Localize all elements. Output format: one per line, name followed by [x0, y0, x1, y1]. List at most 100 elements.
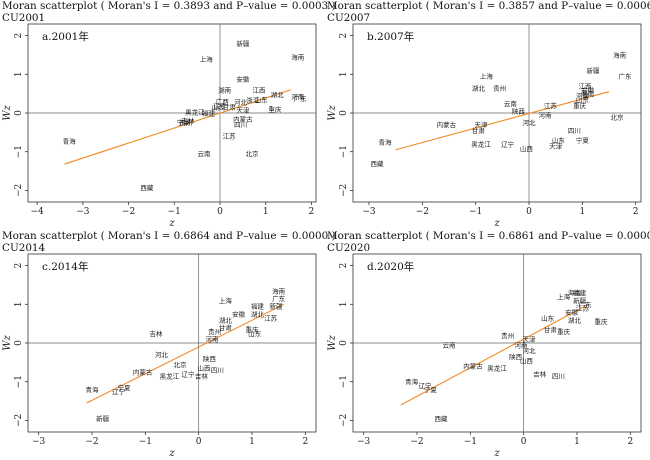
point-label: 重庆 [595, 317, 609, 326]
point-label: 湖北 [472, 83, 486, 92]
x-tick-label: −2 [85, 437, 98, 447]
regression-line [86, 303, 285, 404]
x-tick-label: 1 [579, 207, 585, 217]
point-label: 山西 [520, 356, 534, 365]
chart-subtitle: CU2014 [2, 242, 46, 254]
point-label: 重庆 [246, 325, 260, 334]
point-label: 贵州 [179, 118, 192, 127]
point-label: 湖南 [581, 89, 595, 98]
x-tick-label: −1 [464, 437, 477, 447]
point-label: 新疆 [587, 66, 601, 75]
chart-subtitle: CU2007 [327, 12, 371, 24]
x-tick-label: 0 [217, 207, 223, 217]
point-label: 安徽 [565, 308, 579, 317]
point-label: 吉林 [150, 329, 164, 338]
point-label: 西藏 [435, 414, 449, 423]
y-tick-label: 2 [339, 33, 349, 39]
point-label: 甘肃 [219, 323, 233, 332]
y-tick-label: −1 [14, 145, 24, 158]
panel-c: Moran scatterplot ( Moran's I = 0.6864 a… [0, 230, 336, 460]
point-label: 山东 [248, 329, 262, 338]
x-axis-label: z [493, 218, 500, 229]
chart-title: Moran scatterplot ( Moran's I = 0.6861 a… [327, 230, 650, 242]
y-tick-label: 0 [14, 340, 24, 346]
chart-title: Moran scatterplot ( Moran's I = 0.3857 a… [327, 0, 650, 12]
point-label: 河北 [234, 99, 248, 107]
point-label: 云南 [504, 99, 518, 108]
point-label: 内蒙古 [437, 120, 457, 129]
point-label: 四川 [568, 127, 581, 135]
point-label: 甘肃 [472, 126, 486, 135]
x-tick-label: −3 [76, 207, 90, 217]
y-tick-label: −1 [339, 145, 349, 158]
panel-b: Moran scatterplot ( Moran's I = 0.3857 a… [325, 0, 650, 230]
x-tick-label: 0 [526, 207, 532, 217]
x-tick-label: −2 [416, 207, 429, 217]
point-label: 新疆 [236, 39, 250, 48]
point-label: 广东 [294, 94, 308, 103]
panel-label: c.2014年 [42, 260, 88, 273]
point-label: 北京 [246, 149, 260, 158]
point-label: 重庆 [557, 327, 571, 336]
point-label: 上海 [219, 296, 233, 305]
point-label: 海南 [272, 286, 286, 295]
panel-label: b.2007年 [367, 30, 414, 43]
y-tick-label: −2 [14, 414, 24, 427]
point-label: 河南 [515, 340, 529, 349]
point-label: 西藏 [371, 159, 385, 168]
x-tick-label: −3 [357, 437, 371, 447]
y-tick-label: −2 [339, 414, 349, 427]
point-label: 陕西 [203, 354, 217, 363]
point-label: 天津 [475, 121, 489, 129]
point-label: 河南 [576, 91, 590, 100]
point-label: 江苏 [264, 313, 278, 322]
point-label: 黑龙江 [471, 139, 491, 148]
x-tick-label: 1 [574, 437, 580, 447]
point-label: 云南 [443, 340, 457, 349]
point-label: 湖南 [218, 85, 232, 94]
y-tick-label: 2 [339, 263, 349, 269]
x-tick-label: −1 [139, 437, 152, 447]
point-label: 北京 [611, 112, 625, 121]
point-label: 辽宁 [501, 139, 515, 148]
x-tick-label: −3 [362, 207, 376, 217]
point-label: 上海 [200, 54, 214, 63]
point-label: 河北 [523, 119, 537, 127]
x-axis-label: z [493, 448, 500, 459]
point-label: 辽宁 [182, 369, 196, 378]
point-label: 江西 [579, 82, 593, 90]
point-label: 新疆 [573, 296, 587, 305]
point-label: 贵州 [493, 83, 506, 92]
point-label: 黑龙江 [487, 364, 507, 373]
y-tick-label: 0 [14, 110, 24, 116]
y-tick-label: −2 [339, 184, 349, 197]
point-label: 内蒙古 [463, 362, 483, 371]
point-label: 上海 [480, 72, 494, 81]
point-label: 内蒙古 [233, 114, 253, 123]
chart-title: Moran scatterplot ( Moran's I = 0.6864 a… [2, 230, 336, 242]
panel-label: d.2020年 [367, 260, 414, 273]
point-label: 辽宁 [419, 381, 433, 390]
point-label: 河南 [206, 335, 220, 344]
point-label: 天津 [236, 106, 250, 114]
point-label: 浙江 [246, 96, 260, 105]
x-tick-label: −1 [469, 207, 482, 217]
point-label: 吉林 [533, 369, 547, 378]
regression-line [64, 89, 292, 165]
point-label: 四川 [211, 367, 224, 375]
point-label: 山西 [198, 364, 212, 373]
point-label: 天津 [549, 142, 563, 150]
point-label: 宁夏 [177, 117, 191, 126]
point-label: 海南 [291, 52, 305, 61]
point-label: 福建 [251, 302, 265, 311]
point-label: 贵州 [208, 327, 221, 336]
point-label: 河南 [539, 110, 553, 119]
point-label: 河北 [155, 351, 169, 359]
x-axis-label: z [168, 218, 175, 229]
point-label: 上海 [557, 292, 571, 301]
point-label: 江苏 [576, 304, 590, 313]
y-axis-label: Wz [327, 104, 338, 120]
